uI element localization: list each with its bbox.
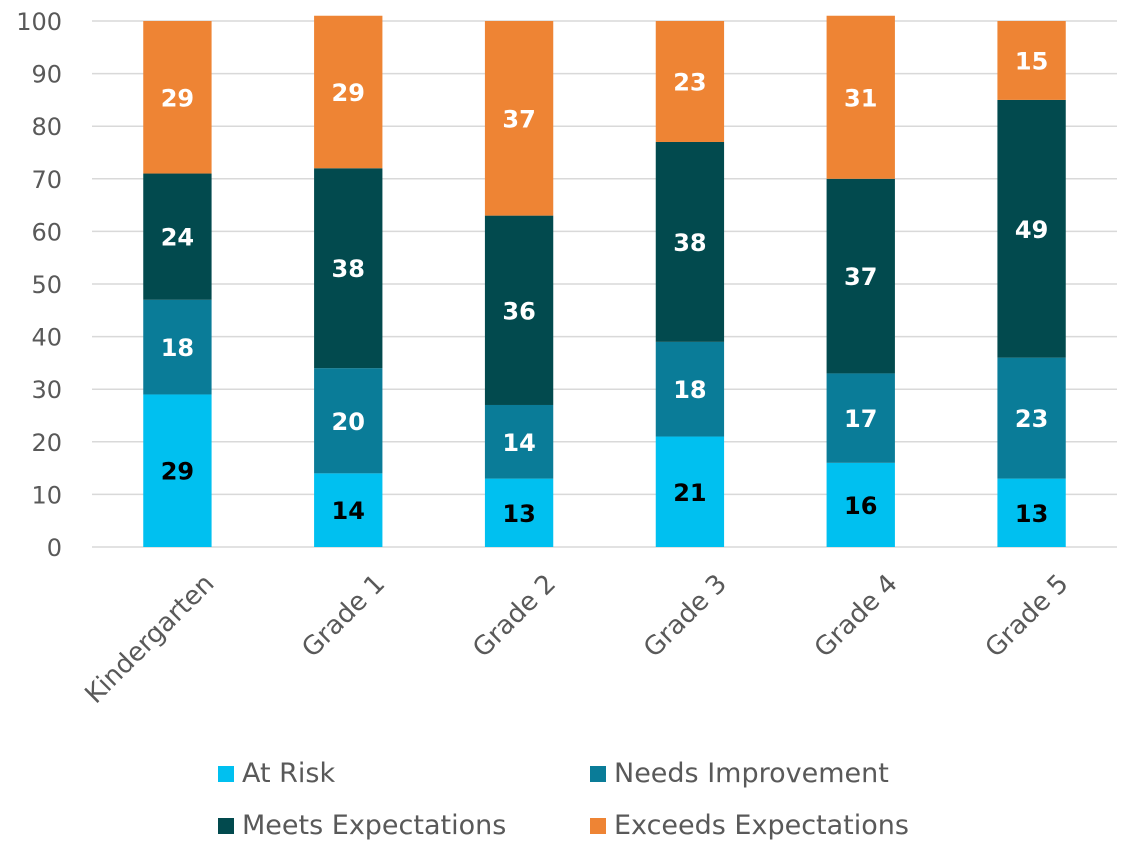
data-label: 38 xyxy=(332,255,365,283)
data-label: 15 xyxy=(1015,47,1048,75)
bar-segment xyxy=(826,178,895,374)
bar-segment xyxy=(655,141,725,342)
bar-segment xyxy=(655,21,725,142)
bar-segment xyxy=(143,394,212,547)
y-tick-label: 10 xyxy=(31,481,62,509)
y-tick-label: 40 xyxy=(31,324,62,352)
data-label: 29 xyxy=(332,79,365,107)
bar-segment xyxy=(143,173,212,300)
data-label: 31 xyxy=(844,84,877,112)
bar-segment xyxy=(143,299,212,395)
data-label: 20 xyxy=(332,408,365,436)
data-label: 13 xyxy=(1015,500,1048,528)
bar-segment xyxy=(484,478,554,547)
bar-segment xyxy=(314,473,383,547)
data-label: 14 xyxy=(502,429,535,457)
y-tick-label: 50 xyxy=(31,271,62,299)
legend-swatch xyxy=(218,818,234,834)
data-label: 24 xyxy=(161,224,194,252)
legend: At Risk Needs Improvement Meets Expectatio… xyxy=(218,758,909,841)
bar-segment xyxy=(484,21,554,216)
x-category-label: Grade 1 xyxy=(296,569,391,664)
gridlines xyxy=(92,20,1117,548)
bars: 29 18 24 29 14 20 38 29 13 14 36 37 21 18 38 23 16 17 37 31… xyxy=(143,15,1066,547)
bar-segment xyxy=(484,215,554,405)
x-category-label: Grade 5 xyxy=(980,569,1075,664)
data-label: 37 xyxy=(844,263,877,291)
data-label: 23 xyxy=(1015,405,1048,433)
y-tick-label: 60 xyxy=(31,218,62,246)
y-tick-label: 100 xyxy=(16,8,62,36)
x-axis-category-labels: Kindergarten Grade 1 Grade 2 Grade 3 Grade 4… xyxy=(79,569,1074,710)
bar-segment xyxy=(997,21,1066,100)
x-category-label: Grade 3 xyxy=(638,569,733,664)
data-label: 49 xyxy=(1015,216,1048,244)
bar-segment xyxy=(655,436,725,547)
y-tick-label: 80 xyxy=(31,113,62,141)
bar-segment xyxy=(997,99,1066,358)
data-label: 21 xyxy=(673,479,706,507)
bar-segment xyxy=(484,404,554,479)
bar-segment xyxy=(655,341,725,437)
legend-swatch xyxy=(590,818,606,834)
bar-segment xyxy=(314,15,383,169)
y-tick-label: 90 xyxy=(31,61,62,89)
x-category-label: Grade 2 xyxy=(467,569,562,664)
bar-segment xyxy=(826,462,895,547)
y-tick-label: 30 xyxy=(31,376,62,404)
data-label: 16 xyxy=(844,492,877,520)
data-label: 36 xyxy=(502,297,535,325)
legend-swatch xyxy=(218,766,234,782)
data-label: 29 xyxy=(161,84,194,112)
y-axis-tick-labels: 0 10 20 30 40 50 60 70 80 90 100 xyxy=(16,8,62,562)
legend-label: Exceeds Expectations xyxy=(614,810,909,841)
x-category-label: Grade 4 xyxy=(809,569,904,664)
legend-label: Needs Improvement xyxy=(614,758,889,789)
data-label: 37 xyxy=(502,105,535,133)
data-label: 29 xyxy=(161,458,194,486)
x-category-label: Kindergarten xyxy=(79,569,220,710)
y-tick-label: 70 xyxy=(31,166,62,194)
data-label: 18 xyxy=(673,376,706,404)
legend-label: At Risk xyxy=(242,758,335,789)
bar-segment xyxy=(143,21,212,174)
y-tick-label: 20 xyxy=(31,429,62,457)
data-label: 17 xyxy=(844,405,877,433)
data-label: 38 xyxy=(673,229,706,257)
bar-segment xyxy=(314,168,383,369)
legend-swatch xyxy=(590,766,606,782)
bar-segment xyxy=(314,368,383,474)
data-label: 23 xyxy=(673,68,706,96)
bar-segment xyxy=(997,478,1066,547)
y-tick-label: 0 xyxy=(47,534,62,562)
legend-label: Meets Expectations xyxy=(242,810,506,841)
data-label: 14 xyxy=(332,497,365,525)
bar-segment xyxy=(997,357,1066,479)
data-label: 13 xyxy=(502,500,535,528)
bar-segment xyxy=(826,373,895,463)
data-label: 18 xyxy=(161,334,194,362)
bar-segment xyxy=(826,15,895,179)
